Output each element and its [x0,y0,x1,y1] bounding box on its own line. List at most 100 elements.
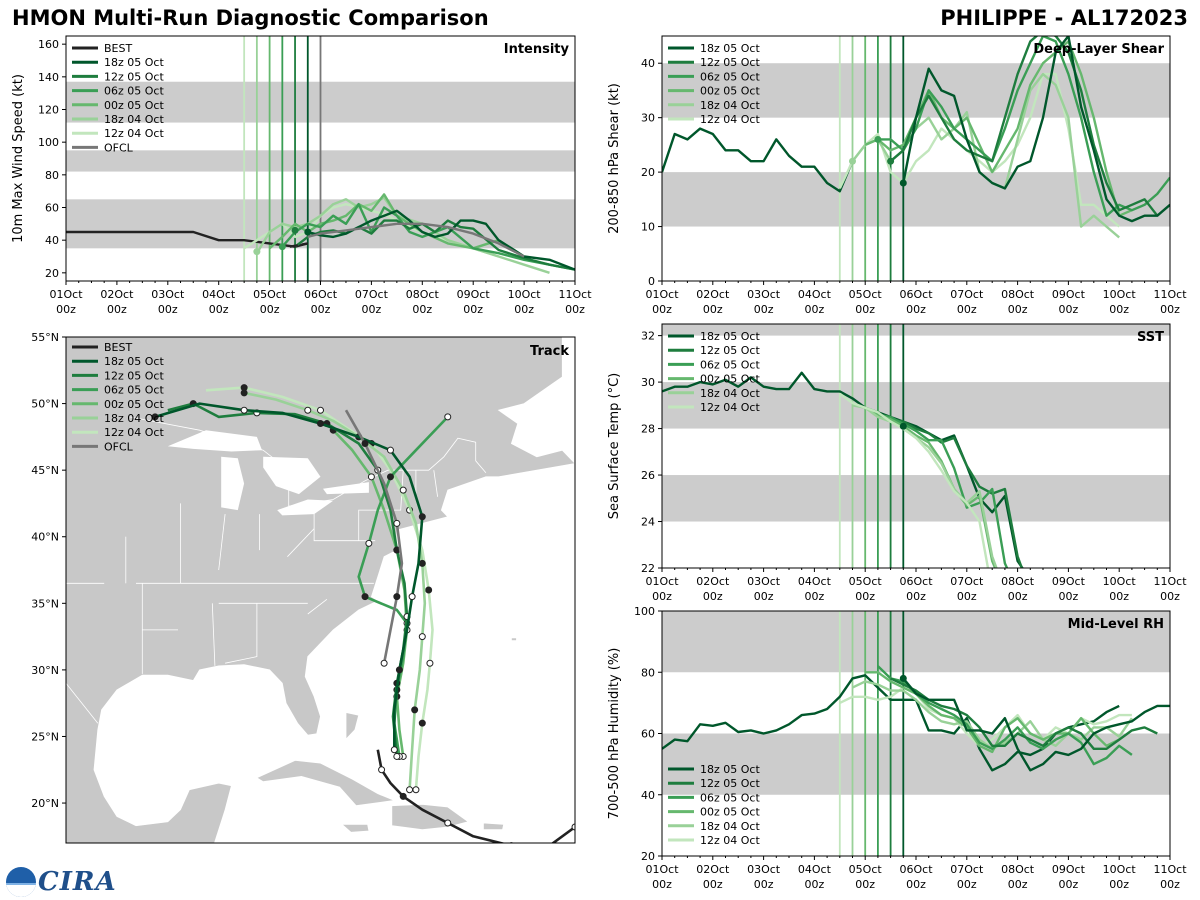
great-lake [167,430,262,452]
y-tick-label: 100 [38,136,59,149]
x-tick-label: 00z [1059,303,1079,316]
x-tick-label: 03Oct [747,575,781,588]
state-border [307,598,328,615]
y-tick-label: 26 [641,469,655,482]
track-point [418,513,426,521]
x-tick-label: 00z [158,303,178,316]
legend-label: 18z 04 Oct [700,99,760,112]
x-tick-label: 00z [906,878,926,891]
state-border [129,416,487,507]
y-tick-label: 140 [38,71,59,84]
y-tick-label: 160 [38,38,59,51]
track-point [361,593,369,601]
track-point [425,586,433,594]
lat-tick-label: 25°N [31,730,59,743]
band [662,475,1170,522]
noaa-logo-icon [6,867,36,897]
series-line [902,677,1170,772]
x-tick-label: 10Oct [1103,863,1137,876]
figure-title: HMON Multi-Run Diagnostic Comparison [12,6,489,30]
y-tick-label: 28 [641,423,655,436]
x-tick-label: 00z [703,878,723,891]
x-tick-label: 07Oct [950,288,984,301]
state-border [211,603,216,666]
legend-label: 12z 04 Oct [700,401,760,414]
y-tick-label: 0 [648,275,655,288]
init-marker [278,243,286,251]
track-point [304,406,312,414]
x-tick-label: 07Oct [950,863,984,876]
track-point [418,559,426,567]
shear-panel: 01Oct 00z 02Oct 00z 03Oct 00z 04Oct 00z 05Oct 00z… [607,35,1187,316]
track-point [367,473,375,481]
x-tick-label: 00z [1160,878,1180,891]
track-point [509,842,514,843]
legend-label: 12z 04 Oct [104,426,164,439]
x-tick-label: 00z [1008,878,1028,891]
x-tick-label: 00z [260,303,280,316]
series-line [890,677,1158,750]
state-border [218,514,226,571]
legend-label: 18z 05 Oct [104,56,164,69]
x-tick-label: 00z [463,303,483,316]
init-marker [887,157,895,165]
legend-label: 06z 05 Oct [700,70,760,83]
series-line [839,392,990,568]
x-tick-label: 00z [754,590,774,603]
y-tick-label: 20 [45,267,59,280]
init-marker [849,157,856,165]
track-line [154,402,424,750]
island [341,824,370,833]
series-line [902,36,1170,223]
legend-label: 18z 05 Oct [104,355,164,368]
legend-label: 00z 05 Oct [700,85,760,98]
track-point [386,446,394,454]
x-tick-label: 01Oct [645,288,679,301]
x-tick-label: 00z [1008,303,1028,316]
legend-label: 18z 04 Oct [104,412,164,425]
x-tick-label: 00z [107,303,127,316]
track-point [393,593,401,601]
x-tick-label: 00z [1160,303,1180,316]
lat-tick-label: 40°N [31,531,59,544]
x-tick-label: 00z [1109,878,1129,891]
y-tick-label: 60 [45,202,59,215]
y-tick-label: 60 [641,728,655,741]
track-point [390,746,398,754]
x-tick-label: 00z [855,590,875,603]
track-point [240,389,248,397]
track-point [361,440,369,448]
state-border [225,603,258,664]
y-tick-label: 22 [641,562,655,575]
cira-logo: CIRA [6,866,117,898]
x-tick-label: 00z [805,878,825,891]
series-line [662,127,854,193]
x-tick-label: 03Oct [747,863,781,876]
x-tick-label: 00z [209,303,229,316]
x-tick-label: 09Oct [1052,288,1086,301]
x-tick-label: 04Oct [202,288,236,301]
x-tick-label: 11Oct [1153,863,1187,876]
track-point [412,786,420,794]
legend-label: 18z 04 Oct [104,113,164,126]
init-marker [291,226,299,234]
legend-label: 06z 05 Oct [104,384,164,397]
track-point [418,719,426,727]
great-lake [263,456,321,495]
series-line [281,202,575,271]
panel-title: Intensity [504,42,570,57]
track-point [386,473,394,481]
x-tick-label: 01Oct [645,863,679,876]
track-panel: 20°N 25°N 30°N 35°N 40°N 45°N 50°N 55°N Track BES… [31,331,576,844]
x-tick-label: 09Oct [457,288,491,301]
x-tick-label: 00z [703,590,723,603]
x-tick-label: 05Oct [849,288,883,301]
y-tick-label: 40 [641,789,655,802]
legend-label: 12z 04 Oct [700,834,760,847]
legend-label: 12z 04 Oct [104,127,164,140]
x-tick-label: 00z [906,303,926,316]
lat-tick-label: 55°N [31,331,59,344]
init-marker [304,228,312,236]
x-tick-label: 00z [362,303,382,316]
y-tick-label: 40 [641,57,655,70]
